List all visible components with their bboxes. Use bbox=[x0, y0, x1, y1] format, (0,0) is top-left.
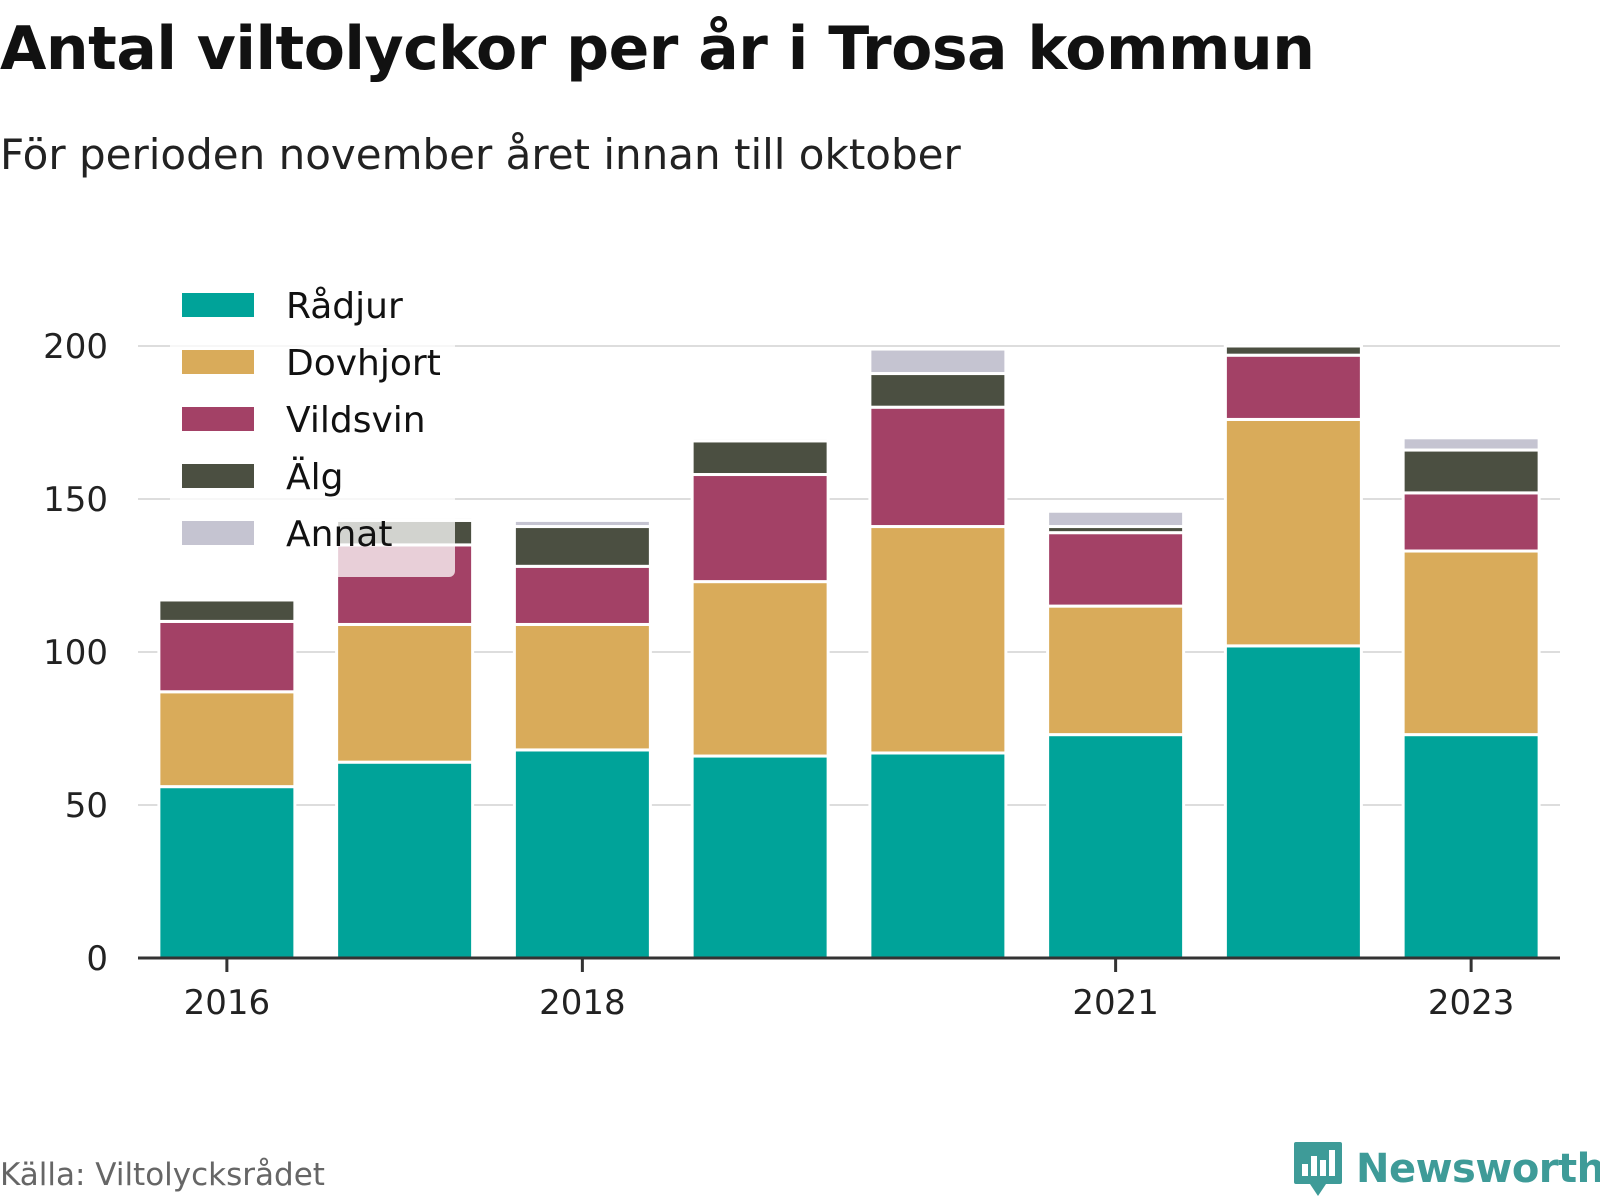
legend-label-dovhjort: Dovhjort bbox=[286, 343, 441, 384]
bar-segment-älg-2023 bbox=[1401, 448, 1541, 495]
bar-segment-vildsvin-2018 bbox=[512, 564, 652, 626]
bar-segment-rådjur-2016 bbox=[157, 785, 297, 960]
legend-label-annat: Annat bbox=[286, 514, 392, 555]
bar-segment-annat-2023 bbox=[1401, 436, 1541, 452]
brand-name: Newsworthy bbox=[1356, 1146, 1600, 1192]
bar-segment-älg-2020 bbox=[868, 372, 1008, 409]
bar-segment-dovhjort-2021 bbox=[1046, 604, 1186, 737]
chart-subtitle: För perioden november året innan till ok… bbox=[0, 130, 961, 179]
y-tick-label: 0 bbox=[86, 939, 108, 979]
bar-segment-vildsvin-2021 bbox=[1046, 531, 1186, 608]
x-tick-label: 2021 bbox=[1072, 983, 1159, 1023]
bar-segment-dovhjort-2018 bbox=[512, 622, 652, 752]
bar-segment-vildsvin-2019 bbox=[690, 473, 830, 584]
legend-label-vildsvin: Vildsvin bbox=[286, 400, 426, 441]
bar-segment-rådjur-2021 bbox=[1046, 733, 1186, 960]
bar-segment-annat-2018 bbox=[512, 518, 652, 529]
x-tick-label: 2016 bbox=[184, 983, 271, 1023]
bar-segment-annat-2019 bbox=[690, 436, 830, 443]
bar-segment-vildsvin-2023 bbox=[1401, 491, 1541, 553]
y-tick-label: 50 bbox=[65, 786, 108, 826]
bar-segment-dovhjort-2016 bbox=[157, 690, 297, 789]
x-tick-label: 2023 bbox=[1428, 983, 1515, 1023]
legend-label-älg: Älg bbox=[286, 456, 343, 498]
bar-segment-dovhjort-2023 bbox=[1401, 549, 1541, 737]
bar-segment-älg-2018 bbox=[512, 525, 652, 568]
bar-segment-dovhjort-2020 bbox=[868, 525, 1008, 755]
legend-swatch-annat bbox=[182, 521, 254, 545]
bar-segment-annat-2022 bbox=[1223, 341, 1363, 348]
bar-segment-dovhjort-2019 bbox=[690, 580, 830, 758]
bar-segment-rådjur-2020 bbox=[868, 751, 1008, 960]
bar-segment-vildsvin-2022 bbox=[1223, 353, 1363, 421]
newsworthy-logo: Newsworthy bbox=[1292, 1140, 1600, 1198]
x-tick-label: 2018 bbox=[539, 983, 626, 1023]
bar-segment-älg-2019 bbox=[690, 439, 830, 477]
bar-segment-annat-2021 bbox=[1046, 509, 1186, 529]
bar-segment-dovhjort-2022 bbox=[1223, 417, 1363, 648]
legend-swatch-vildsvin bbox=[182, 407, 254, 431]
bar-segment-annat-2020 bbox=[868, 347, 1008, 376]
y-tick-label: 200 bbox=[43, 327, 108, 367]
bar-segment-vildsvin-2016 bbox=[157, 619, 297, 694]
bar-segment-älg-2016 bbox=[157, 598, 297, 623]
y-tick-label: 100 bbox=[43, 633, 108, 673]
bar-segment-dovhjort-2017 bbox=[335, 622, 475, 764]
bar-segment-rådjur-2023 bbox=[1401, 733, 1541, 960]
bar-segment-rådjur-2019 bbox=[690, 754, 830, 960]
y-tick-label: 150 bbox=[43, 480, 108, 520]
newsworthy-logo-icon bbox=[1294, 1142, 1342, 1196]
bar-segment-rådjur-2022 bbox=[1223, 644, 1363, 960]
legend-swatch-dovhjort bbox=[182, 350, 254, 374]
legend-swatch-rådjur bbox=[182, 293, 254, 317]
bar-segment-rådjur-2017 bbox=[335, 760, 475, 960]
bar-segment-vildsvin-2020 bbox=[868, 405, 1008, 529]
source-note: Källa: Viltolycksrådet bbox=[0, 1157, 325, 1193]
chart-title: Antal viltolyckor per år i Trosa kommun bbox=[0, 14, 1315, 84]
legend-label-rådjur: Rådjur bbox=[286, 286, 403, 327]
legend-swatch-älg bbox=[182, 464, 254, 488]
bar-segment-rådjur-2018 bbox=[512, 748, 652, 960]
